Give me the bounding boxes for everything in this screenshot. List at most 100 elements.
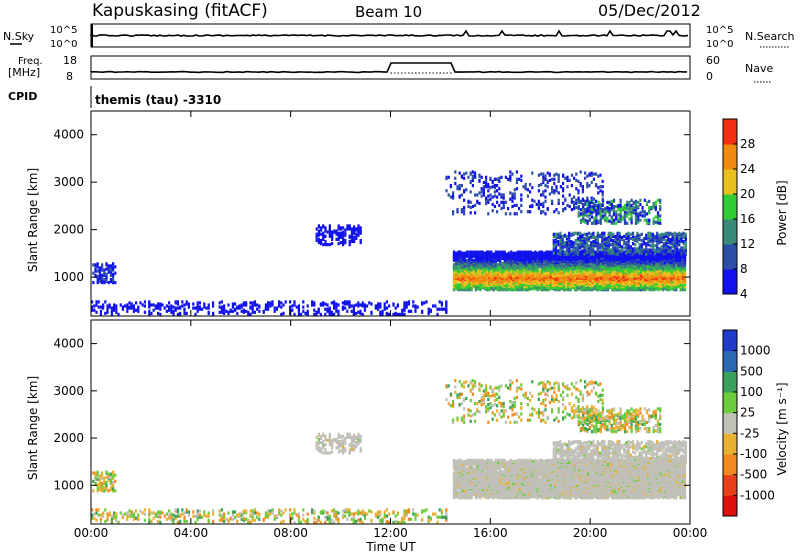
- power-cell: [317, 241, 320, 245]
- power-cell: [458, 184, 461, 188]
- power-cell: [172, 312, 175, 316]
- power-cell: [659, 200, 662, 204]
- power-cell: [664, 231, 668, 235]
- power-cell: [357, 304, 360, 308]
- power-cell: [629, 245, 632, 249]
- power-cell: [563, 241, 566, 245]
- power-cell: [626, 200, 629, 204]
- power-cell: [109, 277, 112, 282]
- freq-series: [90, 62, 687, 74]
- power-cell: [499, 258, 502, 263]
- power-cell: [483, 251, 486, 255]
- power-cell: [317, 310, 320, 314]
- power-cell: [568, 246, 571, 250]
- power-cell: [602, 265, 605, 269]
- power-cell: [494, 263, 497, 267]
- power-cell: [661, 287, 665, 291]
- power-cell: [267, 305, 270, 309]
- power-cell: [456, 187, 459, 191]
- power-cell: [602, 256, 605, 260]
- power-cell: [273, 306, 276, 310]
- power-cell: [571, 259, 574, 264]
- power-cell: [658, 249, 661, 253]
- power-cell: [271, 303, 274, 307]
- power-cell: [101, 268, 104, 272]
- power-cell: [115, 307, 118, 311]
- power-cell: [626, 221, 629, 225]
- power-cell: [527, 252, 530, 256]
- power-cell: [514, 285, 517, 289]
- power-cell: [664, 268, 667, 272]
- power-cell: [472, 258, 475, 263]
- power-cell: [503, 280, 506, 284]
- power-cell: [536, 251, 539, 255]
- power-cell: [601, 236, 604, 241]
- power-cell: [680, 234, 683, 238]
- power-cell: [595, 218, 598, 222]
- power-cell: [656, 249, 659, 253]
- power-cell: [291, 308, 294, 312]
- power-cell: [407, 302, 410, 306]
- power-cell: [377, 302, 380, 306]
- power-cell: [469, 190, 472, 194]
- power-cell: [470, 272, 473, 276]
- power-cell: [609, 239, 613, 243]
- power-cell: [592, 240, 595, 244]
- power-cell: [673, 234, 676, 238]
- power-cell: [671, 249, 674, 253]
- power-cell: [344, 233, 347, 237]
- power-cell: [634, 213, 638, 217]
- power-cell: [440, 303, 443, 307]
- power-cell: [612, 198, 616, 202]
- power-cell: [583, 248, 586, 252]
- power-cell: [609, 234, 613, 238]
- power-cell: [352, 309, 355, 313]
- power-cell: [554, 240, 558, 244]
- power-cell: [168, 305, 171, 309]
- power-heatmap: [91, 170, 687, 316]
- power-cell: [405, 303, 408, 307]
- power-cell: [463, 283, 467, 288]
- power-cell: [540, 285, 544, 289]
- power-cell: [639, 270, 643, 274]
- power-cell: [644, 280, 647, 284]
- power-cell: [627, 244, 630, 248]
- power-cell: [490, 259, 493, 264]
- power-cell: [247, 310, 250, 314]
- power-cell: [425, 300, 428, 304]
- power-cell: [664, 248, 668, 252]
- power-cell: [615, 205, 618, 209]
- power-cell: [554, 250, 557, 254]
- power-cell: [637, 212, 640, 216]
- power-cell: [565, 248, 569, 252]
- power-cell: [302, 305, 305, 309]
- power-cell: [667, 249, 670, 253]
- power-cell: [201, 307, 204, 311]
- power-cell: [543, 255, 546, 259]
- power-cell: [558, 273, 561, 277]
- power-cell: [95, 303, 98, 307]
- power-cell: [582, 214, 585, 218]
- power-cell: [353, 238, 356, 243]
- power-cell: [620, 255, 623, 259]
- power-cell: [570, 249, 573, 253]
- power-cell: [253, 303, 256, 307]
- power-cell: [293, 303, 296, 307]
- power-cell: [624, 258, 627, 263]
- power-cell: [159, 312, 162, 316]
- power-cell: [452, 263, 456, 267]
- power-cell: [551, 267, 555, 271]
- power-cell: [634, 217, 638, 221]
- power-cell: [661, 265, 665, 269]
- power-cell: [482, 191, 485, 195]
- power-cell: [137, 305, 140, 309]
- power-cell: [652, 217, 655, 221]
- power-cell: [578, 278, 581, 282]
- power-cell: [619, 198, 622, 202]
- power-cell: [612, 239, 615, 243]
- power-cell: [650, 264, 654, 268]
- power-cell: [612, 211, 616, 215]
- power-cell: [652, 219, 655, 223]
- power-cell: [645, 218, 649, 222]
- power-cell: [445, 189, 448, 193]
